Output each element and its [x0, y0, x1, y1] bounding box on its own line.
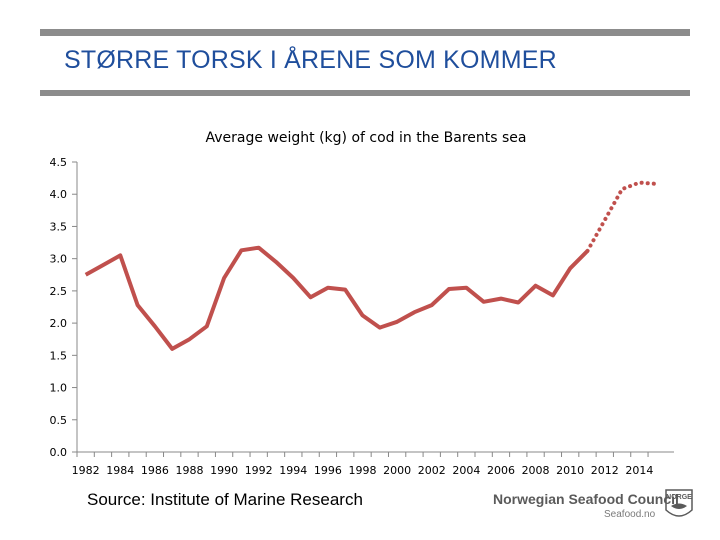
data-point — [655, 183, 657, 185]
x-tick-label: 1986 — [141, 464, 169, 477]
data-point — [257, 247, 259, 249]
data-point — [534, 285, 536, 287]
data-point — [206, 325, 208, 327]
title-rule-bottom — [40, 90, 690, 96]
data-point — [604, 219, 606, 221]
projection-series-line — [585, 180, 659, 253]
data-point — [188, 338, 190, 340]
data-point — [413, 311, 415, 313]
data-point — [482, 301, 484, 303]
y-tick-label: 1.0 — [50, 382, 68, 395]
y-tick-label: 3.0 — [50, 253, 68, 266]
organization-logo-name: Norwegian Seafood Council — [493, 491, 679, 507]
x-tick-label: 1996 — [314, 464, 342, 477]
data-point — [327, 286, 329, 288]
source-note: Source: Institute of Marine Research — [87, 490, 363, 509]
chart-title: Average weight (kg) of cod in the Barent… — [206, 130, 527, 146]
y-tick-label: 3.5 — [50, 220, 68, 233]
organization-website: Seafood.no — [604, 509, 656, 520]
x-tick-label: 2014 — [625, 464, 653, 477]
slide-title: STØRRE TORSK I ÅRENE SOM KOMMER — [64, 46, 557, 74]
x-tick-label: 2008 — [522, 464, 550, 477]
data-point — [119, 254, 121, 256]
x-tick-label: 1998 — [349, 464, 377, 477]
data-point — [223, 277, 225, 279]
data-point — [552, 294, 554, 296]
y-tick-label: 2.5 — [50, 285, 68, 298]
x-tick-label: 1984 — [106, 464, 134, 477]
x-tick-label: 2000 — [383, 464, 411, 477]
data-point — [465, 286, 467, 288]
data-point — [638, 181, 640, 183]
data-point — [569, 267, 571, 269]
x-tick-label: 1988 — [175, 464, 203, 477]
x-tick-label: 2012 — [591, 464, 619, 477]
data-point — [171, 348, 173, 350]
x-tick-label: 1982 — [72, 464, 100, 477]
data-point — [379, 326, 381, 328]
data-point — [84, 274, 86, 276]
y-tick-label: 4.5 — [50, 156, 68, 169]
norge-logo-label: NORGE — [666, 494, 692, 501]
y-tick-label: 0.5 — [50, 414, 68, 427]
data-point — [517, 301, 519, 303]
data-point — [621, 188, 623, 190]
data-point — [500, 297, 502, 299]
data-point — [396, 321, 398, 323]
data-point — [344, 288, 346, 290]
norge-logo-icon: NORGE — [665, 489, 693, 517]
data-point — [240, 249, 242, 251]
data-point — [448, 288, 450, 290]
title-rule-top — [40, 29, 690, 36]
data-point — [136, 304, 138, 306]
x-tick-label: 2010 — [556, 464, 584, 477]
observed-series-line — [84, 245, 589, 351]
data-point — [102, 264, 104, 266]
x-tick-label: 2006 — [487, 464, 515, 477]
data-point — [292, 277, 294, 279]
x-tick-label: 1990 — [210, 464, 238, 477]
data-point — [431, 304, 433, 306]
x-tick-label: 2002 — [418, 464, 446, 477]
data-point — [309, 296, 311, 298]
data-point — [586, 250, 588, 252]
y-tick-label: 0.0 — [50, 446, 68, 459]
x-tick-label: 1992 — [245, 464, 273, 477]
data-point — [361, 314, 363, 316]
y-tick-label: 4.0 — [50, 188, 68, 201]
x-tick-label: 1994 — [279, 464, 307, 477]
data-point — [275, 261, 277, 263]
x-tick-label: 2004 — [452, 464, 480, 477]
y-tick-label: 2.0 — [50, 317, 68, 330]
data-point — [154, 325, 156, 327]
y-tick-label: 1.5 — [50, 349, 68, 362]
